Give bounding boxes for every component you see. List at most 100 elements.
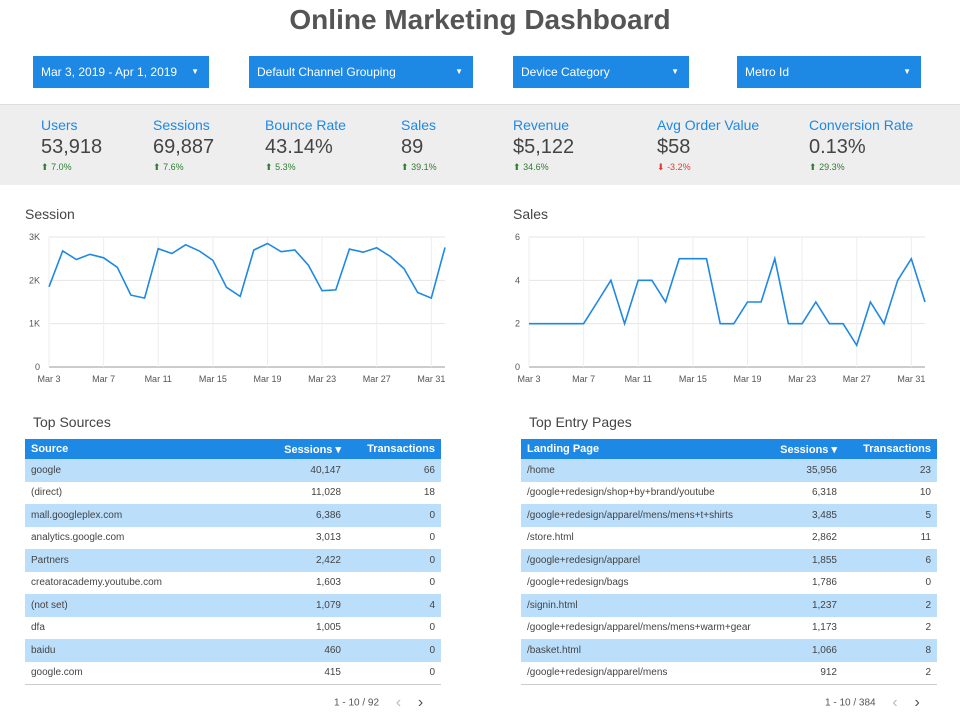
kpi-users: Users 53,918 ⬆ 7.0%: [41, 117, 102, 173]
chevron-right-icon[interactable]: ›: [417, 694, 424, 711]
table-row: analytics.google.com 3,013 0: [25, 527, 441, 550]
source-column-header[interactable]: Source: [25, 439, 261, 459]
chevron-left-icon[interactable]: ‹: [892, 694, 898, 711]
row-sessions-cell: 3,485: [757, 504, 843, 527]
row-sessions-cell: 2,422: [261, 549, 347, 572]
data-point: [771, 255, 779, 263]
arrow-up-icon: ⬆: [153, 162, 161, 172]
transactions-column-header[interactable]: Transactions: [347, 439, 441, 459]
table-row: /google+redesign/apparel 1,855 6: [521, 549, 937, 572]
x-tick-label: Mar 15: [679, 374, 707, 384]
row-sessions-cell: 3,013: [315, 532, 341, 544]
metro-id-filter[interactable]: Metro Id ▼: [737, 56, 921, 88]
kpi-change: ⬆ 29.3%: [809, 162, 913, 173]
row-transactions-cell: 2: [843, 661, 937, 685]
row-transactions-cell: 8: [843, 639, 937, 662]
row-transactions-cell: 11: [920, 532, 931, 544]
x-tick-label: Mar 11: [145, 374, 172, 384]
top-sources-table: Source Sessions ▾ Transactions google 40,…: [25, 439, 441, 685]
data-point: [880, 320, 888, 328]
row-sessions-cell: 1,603: [315, 577, 341, 589]
sessions-column-header[interactable]: Sessions ▾: [261, 439, 347, 459]
data-point: [675, 255, 683, 263]
caret-down-icon: ▼: [671, 67, 679, 76]
kpi-label: Bounce Rate: [265, 117, 346, 133]
data-point: [648, 276, 656, 284]
kpi-value: 69,887: [153, 136, 215, 158]
table-row: /store.html 2,862 11: [521, 527, 937, 550]
row-sessions-cell: 415: [261, 661, 347, 685]
kpi-change: ⬇ -3.2%: [657, 162, 759, 173]
filter-label: Metro Id: [745, 65, 790, 79]
arrow-up-icon: ⬆: [265, 162, 273, 172]
kpi-change-value: -3.2%: [667, 162, 691, 172]
page-title: Online Marketing Dashboard: [289, 4, 671, 35]
data-point: [345, 245, 353, 253]
table-row: google.com 415 0: [25, 661, 441, 685]
row-name-cell: dfa: [31, 622, 45, 634]
series-line: [48, 242, 446, 300]
data-point: [141, 294, 149, 302]
row-name-cell: baidu: [25, 639, 261, 662]
data-point: [921, 298, 929, 306]
data-point: [798, 320, 806, 328]
device-category-filter[interactable]: Device Category ▼: [513, 56, 689, 88]
row-sessions-cell: 1,173: [811, 622, 837, 634]
arrow-up-icon: ⬆: [401, 162, 409, 172]
table-row: /google+redesign/apparel/mens/mens+t+shi…: [521, 504, 937, 527]
table-row: (direct) 11,028 18: [25, 482, 441, 505]
data-point: [209, 256, 217, 264]
data-point: [373, 244, 381, 252]
data-point: [580, 320, 588, 328]
data-point: [839, 320, 847, 328]
row-name-cell: creatoracademy.youtube.com: [31, 577, 162, 589]
data-point: [703, 255, 711, 263]
chevron-right-icon[interactable]: ›: [914, 694, 920, 711]
kpi-change: ⬆ 39.1%: [401, 162, 437, 173]
channel-grouping-filter[interactable]: Default Channel Grouping ▼: [249, 56, 473, 88]
chevron-left-icon[interactable]: ‹: [395, 694, 402, 711]
row-name-cell: Partners: [25, 549, 261, 572]
data-point: [607, 276, 615, 284]
data-point: [593, 298, 601, 306]
data-point: [277, 248, 285, 256]
kpi-change-value: 39.1%: [411, 162, 437, 172]
row-transactions-cell: 0: [429, 577, 435, 589]
data-point: [168, 249, 176, 257]
caret-down-icon: ▼: [455, 67, 463, 76]
sessions-column-header[interactable]: Sessions ▾: [757, 439, 843, 459]
row-sessions-cell: 40,147: [261, 459, 347, 482]
data-point: [59, 247, 67, 255]
row-sessions-cell: 1,237: [757, 594, 843, 617]
kpi-change-value: 5.3%: [275, 162, 296, 172]
data-point: [662, 298, 670, 306]
row-transactions-cell: 5: [843, 504, 937, 527]
kpi-change: ⬆ 5.3%: [265, 162, 346, 173]
data-point: [250, 246, 258, 254]
data-point: [291, 246, 299, 254]
data-point: [154, 245, 162, 253]
row-transactions-cell: 18: [423, 487, 435, 499]
row-sessions-cell: 1,786: [811, 577, 837, 589]
pagination-range: 1 - 10 / 92: [334, 697, 380, 709]
data-point: [812, 298, 820, 306]
y-tick-label: 4: [515, 275, 520, 285]
x-tick-label: Mar 23: [788, 374, 816, 384]
date-range-filter[interactable]: Mar 3, 2019 - Apr 1, 2019 ▼: [33, 56, 209, 88]
table-header-row: Source Sessions ▾ Transactions: [25, 439, 441, 459]
data-point: [716, 320, 724, 328]
session-line-chart: 0 1K 2K 3K Mar 3 Mar 7 Mar 11 Mar 15 Mar 19 Mar 2…: [29, 232, 446, 384]
data-point: [263, 240, 271, 248]
data-point: [866, 298, 874, 306]
sales-line-chart: 0 2 4 6 Mar 3 Mar 7 Mar 11 Mar 15 Mar 19 Mar 23 Ma…: [515, 232, 929, 384]
data-point: [743, 298, 751, 306]
transactions-column-header[interactable]: Transactions: [843, 439, 937, 459]
landing-page-column-header[interactable]: Landing Page: [521, 439, 757, 459]
row-sessions-cell: 35,956: [757, 459, 843, 482]
x-tick-label: Mar 27: [843, 374, 871, 384]
kpi-label: Conversion Rate: [809, 117, 914, 133]
sales-chart-title: Sales: [513, 206, 549, 222]
data-point: [634, 276, 642, 284]
filter-label: Device Category: [521, 65, 610, 79]
kpi-label: Sales: [401, 117, 437, 133]
